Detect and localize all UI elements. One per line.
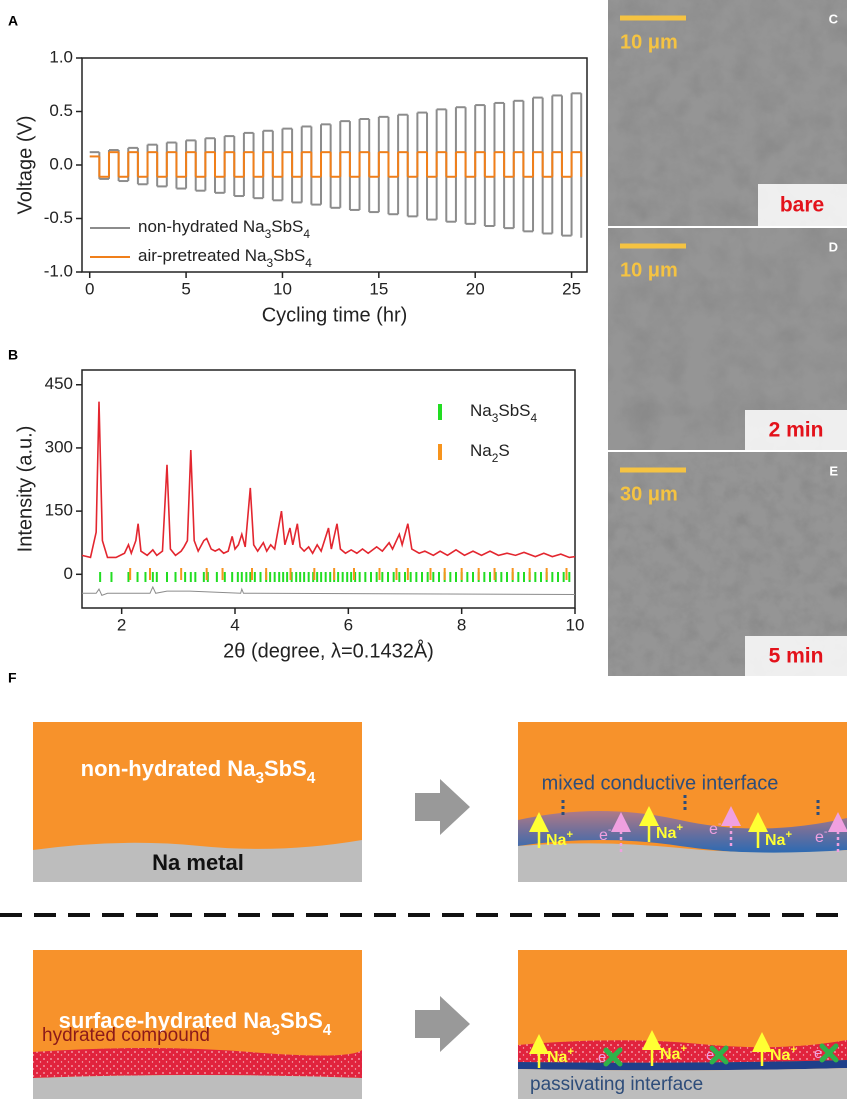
scale-label: 10 μm [620,259,678,281]
condition-label: 5 min [769,645,824,668]
scale-label: 10 μm [620,31,678,53]
na-metal [33,1075,362,1099]
y-tick-label: 0.5 [49,101,73,120]
schematic-top: non-hydrated Na3SbS4 Na metal mixed cond… [33,722,847,882]
y-tick-label: 1.0 [49,47,73,66]
legend-label: Na2S [470,441,510,465]
schematic-bottom: surface-hydrated Na3SbS4 hydrated compou… [33,950,847,1099]
ion-arrows [529,1030,772,1068]
x-axis-title: Cycling time (hr) [262,304,408,326]
y-tick-label: 0.0 [49,154,73,173]
y-tick-label: 0 [64,564,73,583]
arrow [415,996,470,1052]
condition-label: 2 min [769,419,824,442]
electron-arrows [611,806,847,852]
ion-label: Na+ [770,1044,797,1064]
x-tick-label: 10 [566,615,585,634]
y-tick-label: 150 [45,501,73,520]
panel-letter: C [829,11,839,26]
passivating-layer [518,1060,847,1071]
label-box [745,410,847,450]
ion-label: Na+ [547,1046,574,1066]
arrow [415,779,470,835]
panel-letter: D [829,239,838,254]
sem-panel: 10 μm D 2 min [608,228,847,450]
mixed-interface [518,811,847,854]
x-tick-label: 6 [344,615,353,634]
x-tick-label: 20 [466,279,485,298]
y-axis-title: Intensity (a.u.) [14,426,36,553]
panel-letter: E [829,463,838,478]
x-tick-label: 5 [181,279,190,298]
hydrated-layer [518,1040,847,1063]
ion-label: Na+ [656,822,683,842]
label-box [745,636,847,676]
scale-label: 30 μm [620,483,678,505]
y-axis-title: Voltage (V) [14,116,36,215]
na-metal [518,843,847,882]
x-tick-label: 2 [117,615,126,634]
y-tick-label: 450 [45,374,73,393]
legend-label: non-hydrated Na3SbS4 [138,217,310,241]
label-box [758,184,847,226]
na-metal [33,840,362,882]
condition-label: bare [780,194,824,217]
electron-label: e- [815,826,828,846]
ion-arrows [529,806,768,848]
x-tick-label: 25 [562,279,581,298]
sem-panel: 30 μm E 5 min [608,452,847,676]
interface-label: mixed conductive interface [542,772,779,794]
sem-panel: 10 μm C bare [608,0,847,226]
na-metal [518,1068,847,1099]
panel-letter: A [8,13,18,29]
data-line [81,401,576,559]
y-tick-label: -0.5 [44,208,73,227]
interface-label: passivating interface [530,1074,703,1095]
x-tick-label: 15 [369,279,388,298]
panel-letter: B [8,347,18,363]
x-tick-label: 0 [85,279,94,298]
ion-label: Na+ [660,1043,687,1063]
blocked-marks [603,1043,839,1067]
electron-label: e- [709,818,722,838]
ion-label: Na+ [765,829,792,849]
legend-label: air-pretreated Na3SbS4 [138,246,312,270]
data-line [82,585,576,596]
layer-label: hydrated compound [42,1025,210,1046]
plot-frame [81,369,576,609]
dotted-marks [561,795,820,818]
ion-label: Na+ [546,829,573,849]
x-axis-title: 2θ (degree, λ=0.1432Å) [223,639,434,662]
x-tick-label: 10 [273,279,292,298]
hydrated-layer [33,1048,362,1078]
metal-label: Na metal [152,850,244,875]
x-tick-label: 8 [457,615,466,634]
step-riser [98,152,583,177]
y-tick-label: 300 [45,437,73,456]
x-tick-label: 4 [230,615,239,634]
panel-letter: F [8,670,17,686]
y-tick-label: -1.0 [44,261,73,280]
material-label: surface-hydrated Na3SbS4 [59,1008,332,1039]
material-label: non-hydrated Na3SbS4 [81,756,316,787]
legend-label: Na3SbS4 [470,401,538,425]
electron-label: e- [599,824,612,844]
